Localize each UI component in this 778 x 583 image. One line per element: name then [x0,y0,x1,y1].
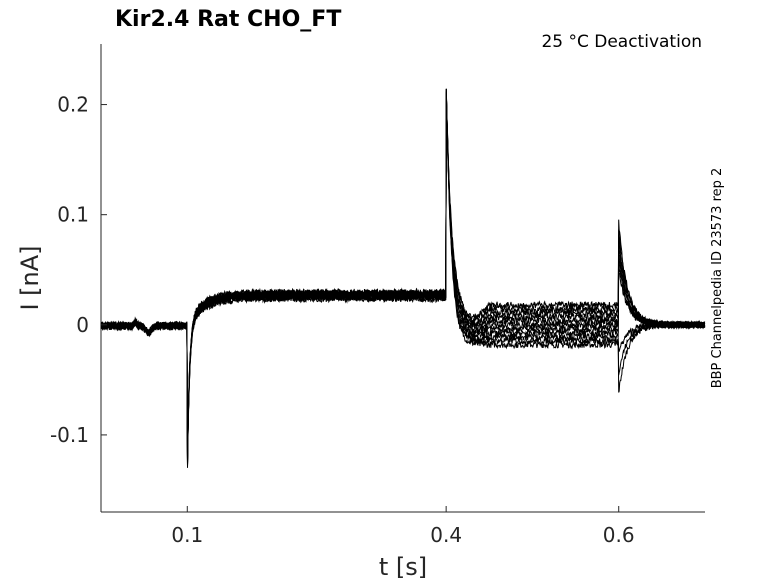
x-tick-label: 0.1 [171,523,203,547]
current-trace-line [100,89,706,467]
x-axis-label: t [s] [379,553,427,581]
current-trace-line [100,92,706,460]
chart-title: Kir2.4 Rat CHO_FT [115,7,341,32]
x-ticks: 0.1 0.4 0.6 [171,506,635,547]
current-trace-line [100,91,706,461]
x-tick-label: 0.4 [430,523,462,547]
channelpedia-id-label: BBP Channelpedia ID 23573 rep 2 [710,168,725,389]
y-ticks: -0.1 0 0.1 0.2 [50,93,107,447]
y-axis-label: I [nA] [16,245,44,310]
y-tick-label: -0.1 [50,423,89,447]
condition-annotation: 25 °C Deactivation [541,32,702,52]
current-trace-line [100,88,705,466]
current-trace-line [100,92,706,465]
current-trace-line [100,93,706,468]
current-trace-line [100,92,706,461]
current-trace-line [100,88,706,467]
current-trace-line [100,88,706,466]
y-tick-label: 0.2 [57,93,89,117]
current-traces [100,88,706,468]
current-trace-line [100,94,706,466]
current-trace-line [101,91,706,461]
plot-area: 0.1 0.4 0.6 -0.1 0 0.1 0.2 [50,44,706,547]
y-tick-label: 0 [76,313,89,337]
x-tick-label: 0.6 [603,523,635,547]
y-tick-label: 0.1 [57,203,89,227]
